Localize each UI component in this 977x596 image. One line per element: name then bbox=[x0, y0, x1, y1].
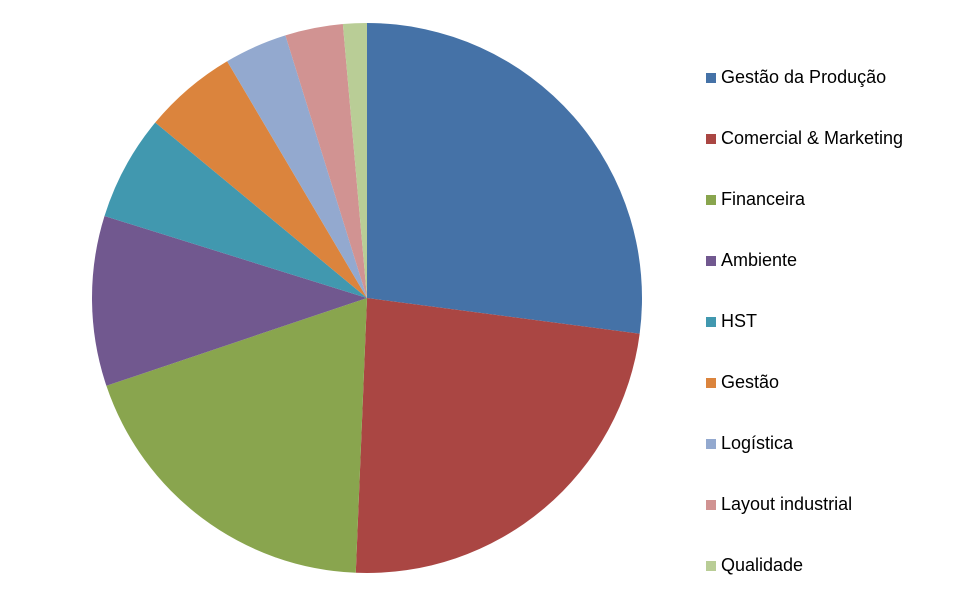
legend-label: Layout industrial bbox=[721, 494, 852, 514]
legend-swatch bbox=[706, 317, 716, 327]
legend-label: Qualidade bbox=[721, 555, 803, 575]
pie-slice bbox=[355, 298, 640, 573]
legend-swatch bbox=[706, 500, 716, 510]
pie-slice bbox=[91, 215, 367, 386]
legend-swatch bbox=[706, 73, 716, 83]
pie-slice bbox=[106, 298, 367, 573]
legend-label: Logística bbox=[721, 433, 794, 453]
legend-label: Comercial & Marketing bbox=[721, 128, 903, 148]
legend-label: Ambiente bbox=[721, 250, 797, 270]
legend-swatch bbox=[706, 439, 716, 449]
legend-label: Gestão bbox=[721, 372, 779, 392]
legend-label: Financeira bbox=[721, 189, 806, 209]
legend-swatch bbox=[706, 256, 716, 266]
legend-swatch bbox=[706, 134, 716, 144]
pie-slice bbox=[367, 23, 642, 334]
legend-swatch bbox=[706, 378, 716, 388]
pie-slice bbox=[342, 23, 367, 298]
pie-slice bbox=[227, 35, 367, 299]
legend-label: HST bbox=[721, 311, 757, 331]
legend-label: Gestão da Produção bbox=[721, 67, 886, 87]
pie-slice bbox=[155, 61, 367, 299]
pie-slice bbox=[285, 24, 367, 299]
pie-slice bbox=[104, 122, 367, 298]
legend-swatch bbox=[706, 195, 716, 205]
legend-swatch bbox=[706, 561, 716, 571]
